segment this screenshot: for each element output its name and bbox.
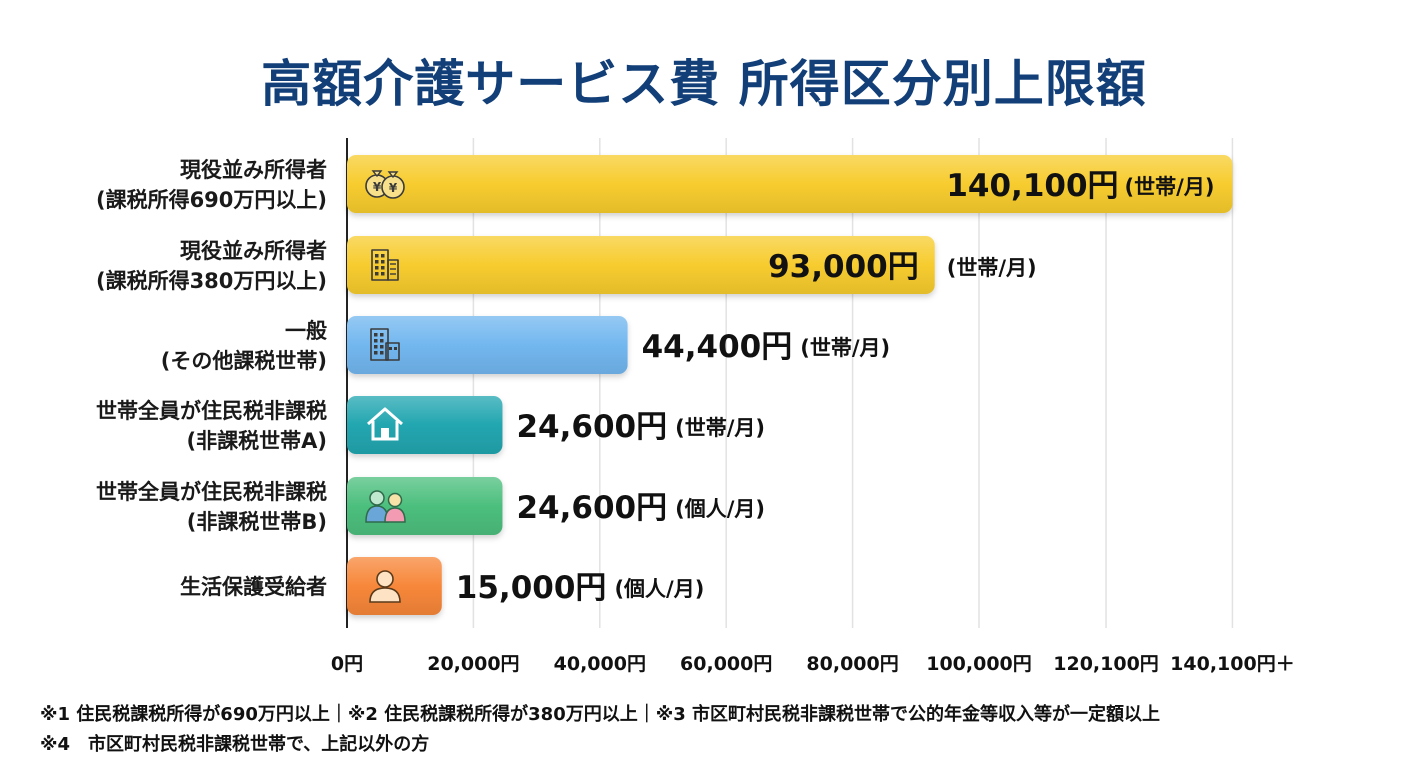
category-label: 生活保護受給者 xyxy=(180,575,327,599)
footnotes: ※1 住民税課税所得が690万円以上｜※2 住民税課税所得が380万円以上｜※3… xyxy=(40,700,1380,760)
category-label: 世帯全員が住民税非課税 (非課税世帯A) xyxy=(96,399,327,453)
x-tick-label: 100,000円 xyxy=(926,653,1032,675)
chart-title: 高額介護サービス費 所得区分別上限額 xyxy=(261,55,1147,113)
family-icon xyxy=(365,490,406,523)
x-tick-label: 80,000円 xyxy=(806,653,898,675)
category-label-line: (課税所得690万円以上) xyxy=(96,188,327,212)
bar-row: 世帯全員が住民税非課税 (非課税世帯A) 24,600円 (世帯/月) xyxy=(96,396,765,454)
category-label-line: 世帯全員が住民税非課税 xyxy=(96,480,327,504)
unit-label: (個人/月) xyxy=(675,497,765,521)
category-label-line: 現役並み所得者 xyxy=(180,239,327,263)
category-label-line: 現役並み所得者 xyxy=(180,158,327,182)
unit-label: (世帯/月) xyxy=(800,336,890,360)
bar-row: 現役並み所得者 (課税所得380万円以上) 93,000円 (世帯/月) xyxy=(96,236,1037,294)
category-label: 世帯全員が住民税非課税 (非課税世帯B) xyxy=(96,480,327,534)
category-label-line: (課税所得380万円以上) xyxy=(96,269,327,293)
bar xyxy=(347,557,442,615)
value-label: 44,400円 xyxy=(642,329,793,365)
x-tick-label: 60,000円 xyxy=(680,653,772,675)
bar xyxy=(347,396,503,454)
category-label-line: 生活保護受給者 xyxy=(180,575,327,599)
bar-row: 世帯全員が住民税非課税 (非課税世帯B) 24,600円 (個人/月) xyxy=(96,477,765,535)
x-tick-label: 140,100円＋ xyxy=(1170,653,1295,675)
category-label: 一般 (その他課税世帯) xyxy=(161,319,327,373)
bar-row: 生活保護受給者 15,000円 (個人/月) xyxy=(180,557,704,615)
category-label: 現役並み所得者 (課税所得690万円以上) xyxy=(96,158,327,212)
x-tick-label: 0円 xyxy=(331,653,363,675)
money-bag-icon: ¥ ¥ xyxy=(365,170,405,199)
value-label: 24,600円 xyxy=(516,490,667,526)
x-tick-label: 20,000円 xyxy=(427,653,519,675)
value-label: 93,000円 xyxy=(768,249,919,285)
unit-label: (世帯/月) xyxy=(1125,175,1215,199)
x-tick-label: 40,000円 xyxy=(554,653,646,675)
bar-row: 一般 (その他課税世帯) 44,400円 (世帯/月) xyxy=(161,316,890,374)
footnote-1: ※1 住民税課税所得が690万円以上｜※2 住民税課税所得が380万円以上｜※3… xyxy=(40,704,1161,725)
value-label: 15,000円 xyxy=(456,570,607,606)
buildings-icon xyxy=(370,328,400,361)
unit-label: (個人/月) xyxy=(614,577,704,601)
svg-text:¥: ¥ xyxy=(373,180,382,194)
unit-label: (世帯/月) xyxy=(675,416,765,440)
house-icon xyxy=(367,407,403,441)
unit-label: (世帯/月) xyxy=(947,256,1037,280)
category-label-line: (非課税世帯B) xyxy=(187,510,327,534)
person-icon xyxy=(369,570,401,603)
category-label-line: (その他課税世帯) xyxy=(161,349,327,373)
x-tick-label: 120,100円 xyxy=(1053,653,1159,675)
bar xyxy=(347,316,628,374)
bar xyxy=(347,155,1233,213)
value-label: 140,100円 xyxy=(946,168,1118,204)
category-label: 現役並み所得者 (課税所得380万円以上) xyxy=(96,239,327,293)
office-building-icon xyxy=(371,249,399,281)
bar-chart: 0円 20,000円 40,000円 60,000円 80,000円 100,000円 12… xyxy=(96,138,1295,675)
svg-text:¥: ¥ xyxy=(389,181,398,195)
footnote-2: ※4 市区町村民税非課税世帯で、上記以外の方 xyxy=(40,734,430,755)
category-label-line: 一般 xyxy=(285,319,327,343)
bar xyxy=(347,477,503,535)
gridlines xyxy=(472,138,1234,628)
bar xyxy=(347,236,935,294)
category-label-line: (非課税世帯A) xyxy=(187,429,327,453)
category-label-line: 世帯全員が住民税非課税 xyxy=(96,399,327,423)
bar-row: ¥ ¥現役並み所得者(課税所得690万円以上)(世帯/月)140,100円 xyxy=(96,155,1233,213)
value-label: 24,600円 xyxy=(516,409,667,445)
bars: ¥ ¥現役並み所得者(課税所得690万円以上)(世帯/月)140,100円現役並み… xyxy=(96,155,1233,615)
